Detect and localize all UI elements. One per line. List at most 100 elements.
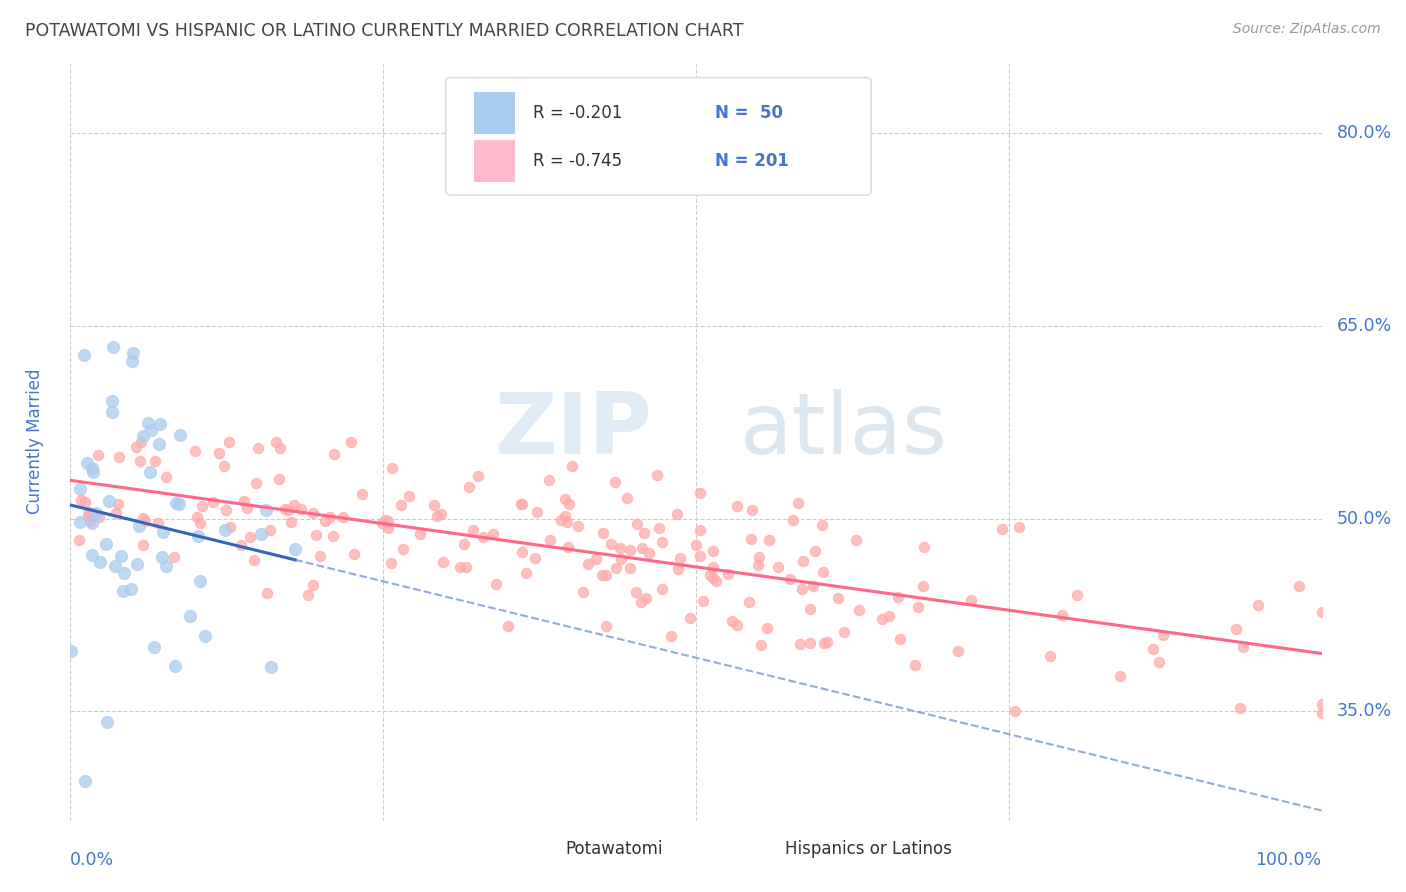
Text: 100.0%: 100.0%: [1256, 851, 1322, 869]
Point: [887, 591, 910, 605]
Point: [111, 584, 134, 599]
Point: [219, 519, 242, 533]
Point: [609, 541, 631, 555]
Point: [76, 456, 98, 470]
Point: [498, 619, 520, 633]
Point: [912, 540, 935, 554]
Text: POTAWATOMI VS HISPANIC OR LATINO CURRENTLY MARRIED CORRELATION CHART: POTAWATOMI VS HISPANIC OR LATINO CURRENT…: [25, 22, 744, 40]
Text: Potawatomi: Potawatomi: [565, 840, 664, 858]
Point: [454, 559, 477, 574]
Point: [638, 546, 661, 560]
Point: [432, 556, 454, 570]
Point: [811, 518, 834, 533]
Point: [322, 529, 344, 543]
Text: Source: ZipAtlas.com: Source: ZipAtlas.com: [1233, 22, 1381, 37]
Point: [280, 515, 302, 529]
Point: [526, 505, 548, 519]
Point: [165, 496, 187, 510]
Point: [245, 476, 267, 491]
Point: [75, 494, 97, 508]
Point: [645, 467, 668, 482]
Point: [1149, 656, 1171, 670]
Point: [101, 394, 124, 409]
Point: [314, 514, 336, 528]
Point: [1008, 520, 1031, 534]
Point: [619, 542, 641, 557]
Point: [1225, 622, 1247, 636]
Point: [610, 552, 633, 566]
Point: [1247, 598, 1270, 612]
Point: [1109, 669, 1132, 683]
Point: [391, 542, 413, 557]
Point: [69, 515, 91, 529]
Point: [69, 492, 91, 507]
Point: [128, 454, 150, 468]
Point: [789, 637, 811, 651]
Point: [107, 497, 129, 511]
Point: [77, 505, 100, 519]
Point: [128, 519, 150, 533]
Point: [633, 526, 655, 541]
Point: [250, 527, 273, 541]
Point: [143, 454, 166, 468]
Point: [96, 715, 118, 730]
Point: [554, 491, 576, 506]
Point: [749, 638, 772, 652]
Point: [1288, 580, 1310, 594]
Point: [1039, 648, 1062, 663]
Point: [567, 518, 589, 533]
Point: [449, 560, 471, 574]
Point: [389, 498, 412, 512]
Point: [134, 514, 156, 528]
Point: [1310, 605, 1333, 619]
Point: [259, 523, 281, 537]
Point: [453, 537, 475, 551]
Point: [557, 497, 579, 511]
Point: [845, 533, 868, 548]
Point: [80, 460, 103, 475]
Point: [790, 582, 813, 597]
Point: [741, 503, 763, 517]
Point: [1066, 588, 1088, 602]
Point: [630, 595, 652, 609]
Point: [591, 567, 613, 582]
Point: [510, 497, 533, 511]
Point: [631, 541, 654, 556]
Point: [758, 533, 780, 547]
Point: [725, 618, 748, 632]
Point: [904, 657, 927, 672]
Point: [215, 502, 238, 516]
Point: [515, 566, 537, 580]
Point: [319, 510, 342, 524]
Point: [457, 480, 479, 494]
Point: [277, 503, 299, 517]
Point: [799, 602, 821, 616]
Point: [592, 525, 614, 540]
Point: [689, 549, 711, 564]
Point: [699, 568, 721, 582]
Point: [302, 506, 325, 520]
Point: [482, 527, 505, 541]
Text: 65.0%: 65.0%: [1337, 317, 1392, 334]
Point: [79, 514, 101, 528]
Point: [186, 509, 208, 524]
Point: [634, 591, 657, 605]
Point: [1050, 608, 1073, 623]
Point: [212, 459, 235, 474]
Point: [377, 521, 399, 535]
Point: [304, 528, 326, 542]
Point: [239, 530, 262, 544]
Point: [717, 566, 740, 581]
Point: [472, 530, 495, 544]
Point: [870, 611, 893, 625]
Point: [256, 586, 278, 600]
FancyBboxPatch shape: [446, 78, 872, 195]
Text: 0.0%: 0.0%: [70, 851, 114, 869]
Point: [960, 593, 983, 607]
Point: [141, 423, 163, 437]
Point: [89, 555, 111, 569]
Point: [779, 572, 801, 586]
Point: [740, 532, 762, 546]
Point: [689, 523, 711, 537]
Point: [309, 549, 332, 563]
